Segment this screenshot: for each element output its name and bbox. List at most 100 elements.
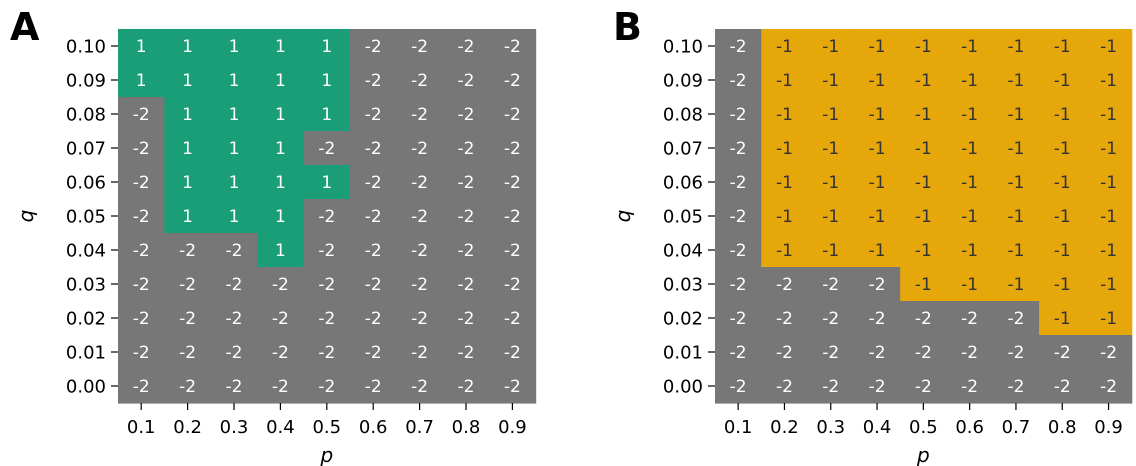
heatmap-cell [715,301,762,336]
cell-value-label: -2 [458,71,475,91]
heatmap-cell [210,199,258,234]
heatmap-cell [715,233,762,268]
y-tick-label: 0.09 [663,71,703,92]
x-tick-label: 0.7 [1002,417,1031,438]
heatmap-cell [1039,335,1086,370]
heatmap-cell [396,301,444,336]
cell-value-label: -1 [822,241,839,261]
cell-value-label: -2 [133,377,150,397]
heatmap-cell [164,97,212,132]
heatmap-cell [489,29,537,64]
heatmap-cell [303,335,351,370]
heatmap-cell [257,63,305,98]
cell-value-label: 1 [275,105,286,125]
cell-value-label: -2 [179,377,196,397]
cell-value-label: -2 [411,309,428,329]
cell-value-label: -2 [1054,343,1071,363]
heatmap-cell [303,131,351,166]
cell-value-label: -2 [458,377,475,397]
cell-value-label: -2 [458,105,475,125]
cell-value-label: -2 [272,377,289,397]
cell-value-label: -2 [411,275,428,295]
cell-value-label: -1 [869,37,886,57]
cell-value-label: -2 [961,309,978,329]
cell-value-label: -1 [915,241,932,261]
heatmap-cell [350,131,397,166]
cell-value-label: -2 [226,343,243,363]
heatmap-cell [1085,301,1133,336]
cell-value-label: -1 [961,105,978,125]
cell-value-label: -2 [458,241,475,261]
cell-value-label: -1 [961,207,978,227]
cell-value-label: -2 [365,71,382,91]
cell-value-label: 1 [321,37,332,57]
heatmap-cell [164,267,212,302]
cell-value-label: -2 [411,105,428,125]
heatmap-cell [807,29,855,64]
cell-value-label: -2 [730,173,747,193]
cell-value-label: -2 [411,139,428,159]
cell-value-label: -2 [133,139,150,159]
cell-value-label: -2 [411,37,428,57]
heatmap-cell [350,199,397,234]
y-tick-label: 0.01 [663,343,703,364]
x-tick-label: 0.2 [173,417,202,438]
heatmap-cell [1039,267,1086,302]
cell-value-label: -2 [730,139,747,159]
cell-value-label: -2 [730,343,747,363]
heatmap-cell [118,131,165,166]
cell-value-label: -1 [1007,241,1024,261]
cell-value-label: -2 [272,343,289,363]
heatmap-cell [946,199,994,234]
cell-value-label: -2 [504,343,521,363]
cell-value-label: -2 [1007,343,1024,363]
heatmap-cell [396,63,444,98]
cell-value-label: -2 [318,139,335,159]
heatmap-cell [807,233,855,268]
cell-value-label: -2 [179,241,196,261]
cell-value-label: -2 [226,241,243,261]
heatmap-cell [946,267,994,302]
cell-value-label: -1 [1007,37,1024,57]
heatmap-cell [1039,63,1086,98]
cell-value-label: -1 [915,105,932,125]
cell-value-label: -2 [504,275,521,295]
heatmap-cell [992,97,1040,132]
heatmap-cell [1039,233,1086,268]
heatmap-cell [900,63,948,98]
heatmap-cell [442,97,490,132]
heatmap-cell [489,267,537,302]
heatmap-cell [164,63,212,98]
cell-value-label: -2 [318,309,335,329]
heatmap-cell [210,233,258,268]
cell-value-label: -1 [1007,173,1024,193]
heatmap-cell [118,233,165,268]
x-tick-label: 0.8 [452,417,481,438]
heatmap-cell [442,335,490,370]
cell-value-label: -2 [504,309,521,329]
cell-value-label: -2 [318,207,335,227]
heatmap-cell [715,335,762,370]
cell-value-label: -2 [365,309,382,329]
cell-value-label: -2 [504,173,521,193]
cell-value-label: -2 [458,207,475,227]
cell-value-label: -2 [133,309,150,329]
heatmap-cell [396,233,444,268]
cell-value-label: -2 [458,309,475,329]
cell-value-label: -1 [961,173,978,193]
heatmap-cell [900,131,948,166]
y-tick-label: 0.04 [66,241,106,262]
heatmap-cell [853,97,901,132]
cell-value-label: 1 [182,139,193,159]
heatmap-cell [900,29,948,64]
heatmap-cell [257,131,305,166]
cell-value-label: -2 [365,173,382,193]
cell-value-label: -2 [365,207,382,227]
heatmap-cell [164,165,212,200]
heatmap-cell [303,369,351,404]
heatmap-cell [489,165,537,200]
heatmap-cell [992,369,1040,404]
cell-value-label: -2 [776,275,793,295]
y-tick-label: 0.02 [663,309,703,330]
heatmap-cell [807,301,855,336]
